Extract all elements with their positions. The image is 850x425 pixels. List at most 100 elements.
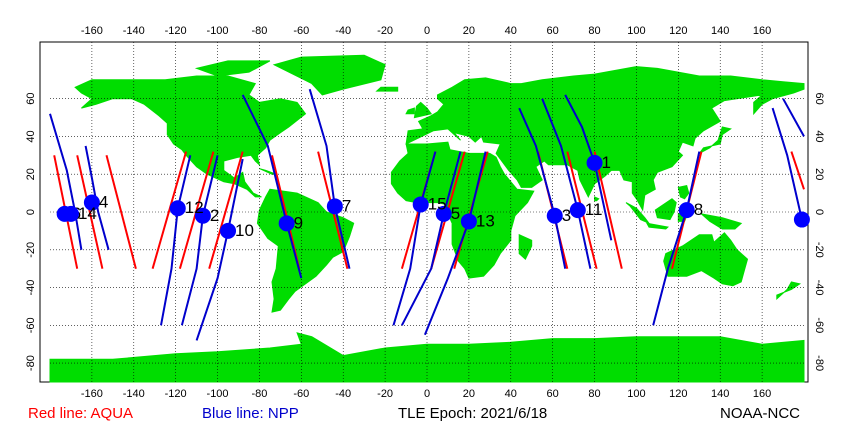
- lon-tick-bottom: 80: [588, 388, 600, 400]
- npp-track: [160, 155, 192, 326]
- lat-tick-left: 0: [25, 209, 37, 215]
- satellite-label: 5: [451, 204, 460, 223]
- npp-track: [423, 151, 487, 336]
- lon-tick-top: 140: [711, 25, 729, 37]
- lon-tick-top: -20: [377, 25, 393, 37]
- aqua-track: [105, 155, 137, 269]
- land-mass-19: [594, 196, 600, 202]
- lat-tick-right: 0: [813, 209, 825, 215]
- land-mass-7: [405, 107, 415, 115]
- satellite-label: 15: [428, 194, 447, 213]
- npp-track: [49, 113, 83, 250]
- lon-tick-bottom: 120: [669, 388, 687, 400]
- lat-tick-right: 60: [813, 93, 825, 105]
- lon-tick-bottom: -60: [293, 388, 309, 400]
- lon-tick-top: -60: [293, 25, 309, 37]
- lon-tick-bottom: 100: [627, 388, 645, 400]
- npp-track: [308, 88, 351, 269]
- satellite-marker: [460, 213, 477, 230]
- lat-tick-left: -20: [25, 242, 37, 258]
- lon-tick-bottom: -120: [165, 388, 187, 400]
- lon-tick-bottom: -40: [335, 388, 351, 400]
- land-mass-8: [375, 86, 399, 92]
- lon-tick-top: 0: [424, 25, 430, 37]
- land-mass-5: [405, 66, 805, 212]
- satellite-marker: [326, 198, 343, 215]
- lon-tick-bottom: 20: [463, 388, 475, 400]
- npp-track: [652, 151, 701, 326]
- satellite-label: 9: [294, 213, 303, 232]
- npp-track: [518, 107, 567, 269]
- npp-track: [195, 158, 244, 341]
- lon-tick-top: -80: [251, 25, 267, 37]
- lat-tick-right: 40: [813, 130, 825, 142]
- land-layer: [49, 54, 805, 383]
- npp-track: [541, 98, 592, 269]
- satellite-markers: 123456789101112131415: [56, 153, 810, 240]
- satellite-label: 4: [99, 193, 108, 212]
- satellite-marker: [678, 202, 695, 219]
- lon-tick-top: 80: [588, 25, 600, 37]
- lon-tick-bottom: -160: [81, 388, 103, 400]
- satellite-marker: [278, 215, 295, 232]
- lon-tick-top: 100: [627, 25, 645, 37]
- land-mass-16: [518, 233, 533, 261]
- satellite-label: 13: [476, 211, 495, 230]
- satellite-marker: [412, 196, 429, 213]
- lat-tick-left: -80: [25, 355, 37, 371]
- lon-tick-top: 40: [505, 25, 517, 37]
- lon-tick-bottom: 140: [711, 388, 729, 400]
- land-mass-15: [699, 213, 743, 230]
- lon-tick-top: 20: [463, 25, 475, 37]
- lon-tick-top: 160: [753, 25, 771, 37]
- satellite-marker: [83, 194, 100, 211]
- satellite-marker: [62, 205, 79, 222]
- lon-tick-bottom: 0: [424, 388, 430, 400]
- aqua-track: [593, 151, 623, 269]
- satellite-marker: [169, 200, 186, 217]
- credit-label: NOAA-NCC: [720, 405, 801, 422]
- land-mass-17: [776, 281, 802, 301]
- npp-track: [771, 107, 803, 220]
- land-mass-10: [663, 232, 749, 287]
- lon-tick-top: -140: [123, 25, 145, 37]
- satellite-label: 3: [562, 206, 571, 225]
- lat-tick-right: -40: [813, 280, 825, 296]
- satellite-marker: [194, 207, 211, 224]
- land-mass-4: [390, 141, 535, 279]
- lon-tick-top: -40: [335, 25, 351, 37]
- satellite-label: 14: [78, 204, 97, 223]
- lon-tick-bottom: 60: [547, 388, 559, 400]
- satellite-label: 7: [342, 196, 351, 215]
- lat-tick-right: -80: [813, 355, 825, 371]
- aqua-track: [178, 151, 215, 269]
- lat-tick-left: 40: [25, 130, 37, 142]
- lon-tick-top: -120: [165, 25, 187, 37]
- aqua-track: [151, 151, 188, 269]
- lon-tick-top: -100: [207, 25, 229, 37]
- satellite-label: 8: [694, 200, 703, 219]
- lon-tick-top: 120: [669, 25, 687, 37]
- satellite-label: 1: [602, 153, 611, 172]
- satellite-marker: [546, 207, 563, 224]
- lat-tick-left: -60: [25, 317, 37, 333]
- axis-tick-labels: -160 -160 -140 -140 -120 -120 -100 -100 -80 -80 -6…: [25, 25, 825, 400]
- lon-tick-bottom: 160: [753, 388, 771, 400]
- npp-track: [564, 94, 613, 241]
- lon-tick-bottom: -100: [207, 388, 229, 400]
- satellite-marker: [220, 222, 237, 239]
- tle-epoch: TLE Epoch: 2021/6/18: [398, 405, 548, 422]
- npp-track: [180, 155, 219, 326]
- lat-tick-right: -20: [813, 242, 825, 258]
- npp-track: [782, 98, 805, 137]
- lon-tick-bottom: 40: [505, 388, 517, 400]
- aqua-track: [790, 151, 805, 190]
- lat-tick-left: 20: [25, 168, 37, 180]
- satellite-marker: [569, 202, 586, 219]
- lon-tick-bottom: -20: [377, 388, 393, 400]
- satellite-marker: [793, 211, 810, 228]
- lat-tick-left: -40: [25, 280, 37, 296]
- lat-tick-right: -60: [813, 317, 825, 333]
- lon-tick-bottom: -80: [251, 388, 267, 400]
- lat-tick-left: 60: [25, 93, 37, 105]
